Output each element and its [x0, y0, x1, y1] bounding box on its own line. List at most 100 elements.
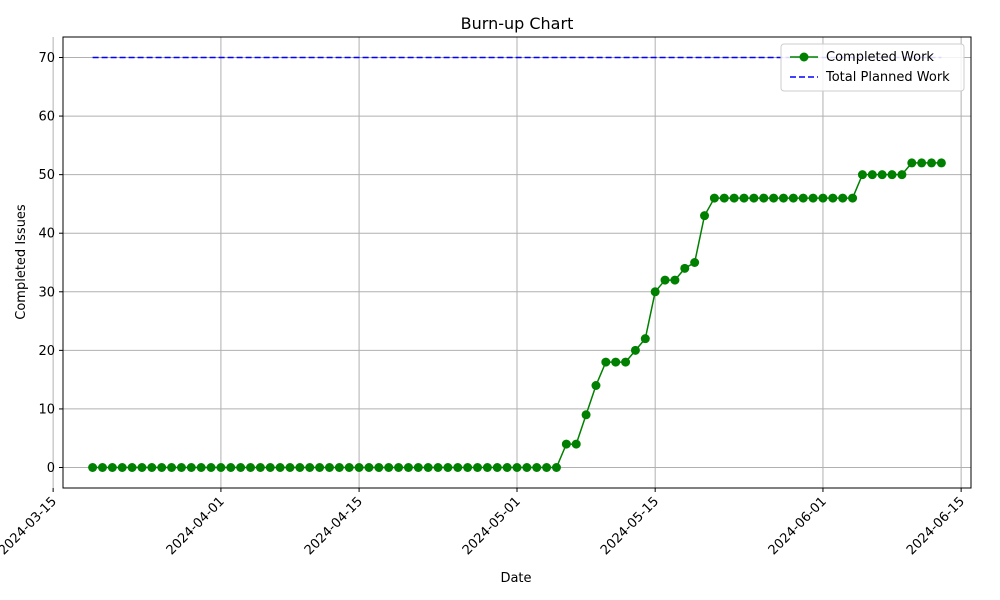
completed-work-point	[394, 463, 404, 472]
completed-work-point	[334, 463, 344, 472]
completed-work-point	[275, 463, 285, 472]
completed-work-point	[413, 463, 423, 472]
completed-work-point	[601, 357, 611, 367]
completed-work-point	[88, 463, 98, 472]
completed-work-point	[640, 334, 650, 344]
completed-work-point	[315, 463, 325, 472]
completed-work-point	[443, 463, 453, 472]
completed-work-point	[127, 463, 137, 472]
completed-work-point	[324, 463, 334, 472]
completed-work-point	[739, 193, 749, 203]
completed-work-point	[137, 463, 147, 472]
completed-work-point	[147, 463, 157, 472]
completed-work-point	[680, 263, 690, 273]
completed-work-point	[749, 193, 759, 203]
completed-work-point	[808, 193, 818, 203]
completed-work-point	[403, 463, 413, 472]
completed-work-point	[374, 463, 384, 472]
completed-work-point	[729, 193, 739, 203]
y-axis: 0 10 20 30 40 50 60 70	[38, 51, 63, 476]
completed-work-point	[621, 357, 631, 367]
completed-work-point	[917, 158, 927, 168]
completed-work-point	[887, 170, 897, 180]
completed-work-point	[936, 158, 946, 168]
completed-work-point	[344, 463, 354, 472]
completed-work-point	[492, 463, 502, 472]
completed-work-point	[670, 275, 680, 285]
completed-work-point	[700, 211, 710, 221]
legend: Completed Work Total Planned Work	[780, 43, 965, 92]
completed-work-point	[690, 258, 700, 267]
completed-work-point	[236, 463, 246, 472]
completed-work-point	[838, 193, 848, 203]
completed-work-point	[877, 170, 887, 180]
completed-work-point	[176, 463, 186, 472]
completed-work-point	[167, 463, 177, 472]
completed-work-point	[818, 193, 828, 203]
completed-work-point	[502, 463, 512, 472]
completed-work-point	[571, 439, 581, 449]
completed-work-point	[117, 463, 127, 472]
y-tick-label: 40	[38, 227, 55, 242]
legend-box	[780, 43, 965, 92]
completed-work-point	[354, 463, 364, 472]
completed-work-point	[216, 463, 226, 472]
completed-work-point	[285, 463, 295, 472]
completed-work-point	[660, 275, 670, 285]
y-axis-label: Completed Issues	[14, 204, 29, 320]
chart-title: Burn-up Chart	[461, 14, 574, 33]
completed-work-point	[848, 193, 858, 203]
completed-work-point	[542, 463, 552, 472]
y-tick-label: 30	[38, 285, 55, 300]
completed-work-point	[246, 463, 256, 472]
y-tick-label: 70	[38, 51, 55, 66]
completed-work-point	[423, 463, 433, 472]
y-tick-label: 10	[38, 402, 55, 417]
completed-work-point	[255, 463, 265, 472]
y-tick-label: 20	[38, 344, 55, 359]
completed-work-point	[719, 193, 729, 203]
completed-work-point	[769, 193, 779, 203]
completed-work-point	[532, 463, 542, 472]
completed-work-point	[709, 193, 719, 203]
y-tick-label: 60	[38, 110, 55, 125]
completed-work-point	[611, 357, 621, 367]
completed-work-point	[463, 463, 473, 472]
completed-work-point	[927, 158, 937, 168]
legend-completed-label: Completed Work	[826, 50, 934, 65]
completed-work-point	[591, 381, 601, 390]
completed-work-point	[650, 287, 660, 297]
completed-work-point	[907, 158, 917, 168]
completed-work-point	[107, 463, 117, 472]
completed-work-point	[196, 463, 206, 472]
completed-work-point	[857, 170, 867, 180]
completed-work-point	[265, 463, 275, 472]
completed-work-point	[828, 193, 838, 203]
completed-work-point	[305, 463, 315, 472]
legend-completed-marker	[799, 52, 809, 62]
completed-work-point	[295, 463, 305, 472]
completed-work-point	[798, 193, 808, 203]
completed-work-point	[157, 463, 167, 472]
x-axis-label: Date	[500, 571, 531, 586]
completed-work-point	[778, 193, 788, 203]
completed-work-point	[364, 463, 374, 472]
completed-work-point	[97, 463, 107, 472]
completed-work-point	[186, 463, 196, 472]
completed-work-point	[561, 439, 571, 449]
completed-work-point	[551, 463, 561, 472]
completed-work-point	[206, 463, 216, 472]
completed-work-point	[512, 463, 522, 472]
completed-work-point	[759, 193, 769, 203]
completed-work-point	[522, 463, 532, 472]
y-tick-label: 0	[47, 461, 55, 476]
completed-work-point	[630, 345, 640, 355]
completed-work-point	[482, 463, 492, 472]
completed-work-point	[867, 170, 877, 180]
completed-work-point	[788, 193, 798, 203]
completed-work-point	[581, 410, 591, 420]
legend-planned-label: Total Planned Work	[825, 70, 950, 85]
completed-work-point	[897, 170, 907, 180]
